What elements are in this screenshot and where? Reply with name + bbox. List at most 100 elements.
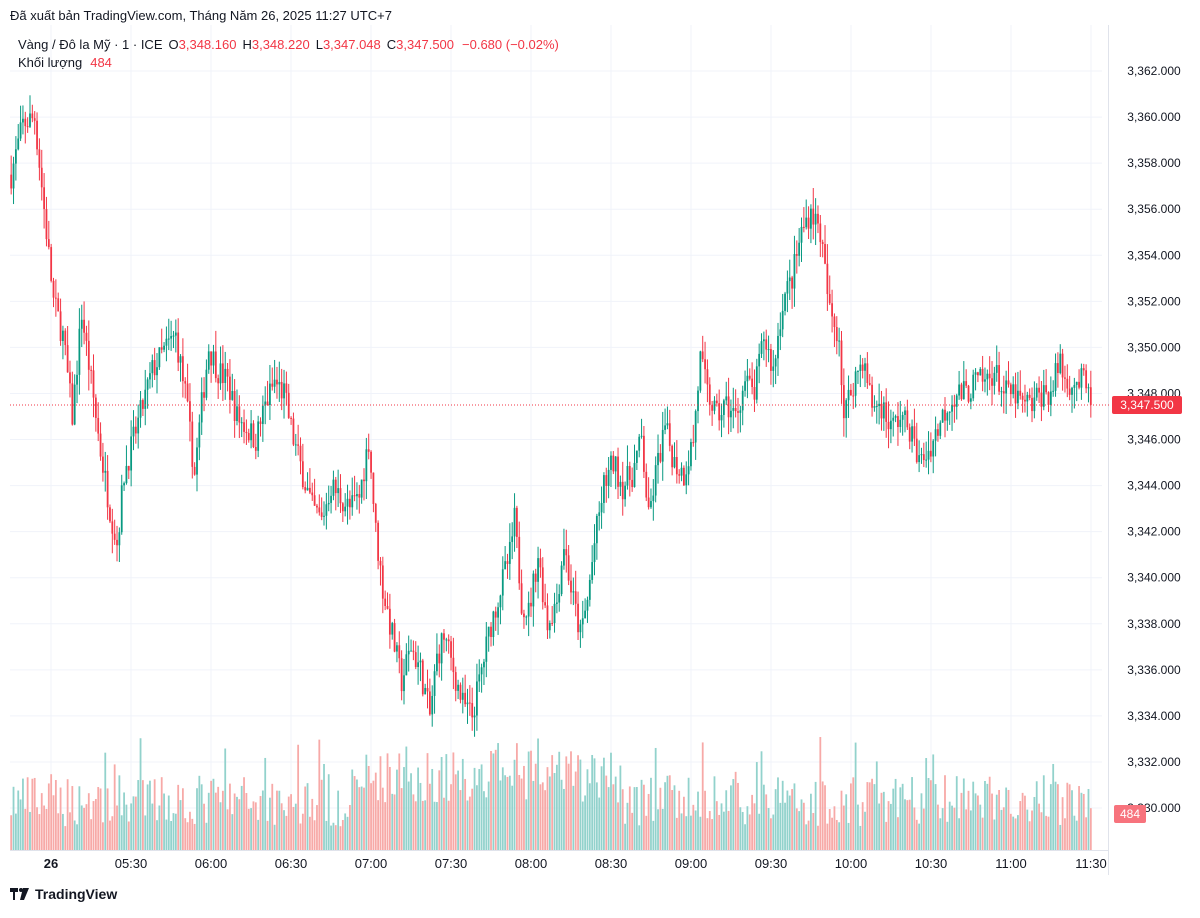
candle-body [962, 381, 965, 400]
volume-bar [94, 798, 97, 850]
candle-body [694, 411, 697, 443]
volume-bar [553, 773, 556, 850]
volume-bar [396, 769, 398, 850]
volume-bar [438, 770, 441, 850]
candle-body [929, 450, 932, 457]
candle-body [210, 351, 213, 366]
volume-bar [87, 793, 90, 850]
volume-bar [864, 811, 866, 850]
volume-bar [967, 790, 970, 850]
price-axis[interactable]: 3,362.000 3,360.000 3,358.000 3,356.000 3,35… [1127, 64, 1181, 815]
volume-bar [932, 754, 935, 850]
candle-body [657, 452, 659, 466]
candle-body [605, 475, 608, 486]
volume-bar [283, 810, 285, 850]
volume-bar [727, 810, 730, 850]
volume-bar [908, 799, 911, 850]
volume-bar [1017, 815, 1019, 850]
candle-body [560, 565, 563, 595]
candle-body [207, 351, 210, 370]
candle-body [777, 335, 779, 359]
candle-body [1085, 370, 1088, 389]
candle-body [398, 645, 401, 659]
candle-body [426, 687, 429, 692]
candle-body [586, 599, 589, 611]
volume-bar [19, 799, 22, 850]
candle-body [838, 340, 841, 342]
candle-body [212, 351, 215, 366]
candle-body [548, 622, 551, 631]
candle-body [346, 498, 349, 507]
candle-body [727, 396, 730, 418]
candle-body [772, 366, 775, 371]
candle-body [132, 426, 135, 437]
candle-body [494, 611, 497, 618]
candle-body [172, 335, 175, 337]
time-axis[interactable]: 26 05:30 06:00 06:30 07:00 07:30 08:00 08:30 09:… [44, 856, 1107, 871]
volume-bar [306, 783, 309, 850]
volume-bar [318, 739, 321, 850]
candle-body [391, 623, 394, 635]
close-value: 3,347.500 [396, 37, 455, 52]
candle-body [377, 522, 380, 561]
candle-body [104, 470, 107, 473]
volume-bar [165, 819, 168, 850]
candle-body [146, 379, 149, 390]
volume-bar [240, 785, 243, 850]
candle-body [600, 502, 603, 513]
candle-body [309, 487, 311, 493]
volume-bar [69, 812, 71, 850]
candle-body [459, 684, 462, 700]
symbol-name[interactable]: Vàng / Đô la Mỹ · 1 · ICE [18, 37, 163, 52]
volume-bar [720, 803, 723, 850]
candle-body [116, 539, 118, 546]
volume-bar [391, 793, 394, 850]
volume-bar [1066, 782, 1069, 850]
volume-bar [873, 784, 876, 850]
candle-body [473, 715, 476, 718]
candle-body [22, 118, 24, 123]
candle-body [652, 495, 655, 502]
candle-body [906, 410, 909, 428]
volume-bar [271, 783, 274, 850]
candle-body [461, 692, 464, 700]
volume-bar [530, 750, 532, 850]
volume-bar [772, 814, 775, 850]
volume-bar [1047, 816, 1050, 850]
candle-body [633, 462, 636, 488]
candle-body [755, 366, 758, 400]
time-tick-label: 06:00 [195, 856, 228, 871]
candle-body [198, 422, 201, 448]
volume-bar [1054, 781, 1057, 850]
candle-body [250, 423, 252, 441]
candle-body [647, 497, 650, 508]
volume-bar [699, 816, 702, 850]
candle-body [767, 349, 770, 351]
volume-bar [292, 806, 295, 850]
volume-bar [941, 808, 944, 850]
candle-body [54, 297, 57, 299]
candle-body [774, 358, 777, 367]
candle-body [254, 446, 257, 451]
candle-body [739, 410, 742, 413]
candle-body [894, 416, 897, 418]
volume-bar [254, 802, 257, 850]
tradingview-brand[interactable]: TradingView [10, 886, 117, 902]
volume-bar [847, 822, 850, 850]
volume-bar [899, 787, 902, 850]
candle-body [758, 353, 761, 367]
candle-body [266, 401, 269, 405]
volume-bar [109, 820, 111, 850]
candle-body [555, 602, 558, 604]
volume-bar [962, 778, 965, 850]
volume-bar [1007, 789, 1010, 850]
candle-body [1056, 363, 1059, 373]
candle-body [697, 390, 699, 412]
candle-body [337, 488, 340, 494]
volume-bar [572, 785, 575, 850]
candle-body [692, 442, 695, 444]
volume-bar [643, 784, 645, 850]
volume-bar [786, 790, 789, 850]
